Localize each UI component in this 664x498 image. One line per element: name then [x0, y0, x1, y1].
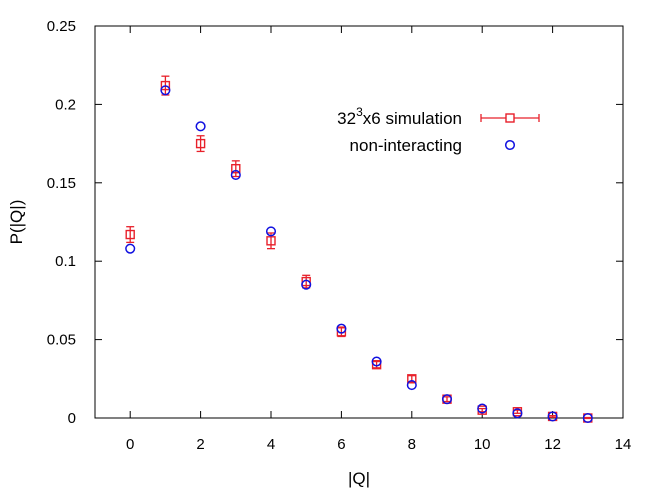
legend-sim-square: [505, 113, 515, 123]
sim-point: [195, 135, 206, 153]
sim-point: [125, 226, 135, 244]
legend-sample-non-interacting: [504, 139, 516, 151]
legend-sim-base: 32: [337, 109, 356, 128]
non-interacting-marker-circle: [160, 85, 171, 96]
non-interacting-marker-circle: [371, 356, 382, 367]
y-tick-label: 0: [68, 410, 76, 427]
legend-label-non-interacting: non-interacting: [350, 136, 462, 155]
sim-marker-square: [195, 138, 206, 149]
sim-marker-square: [160, 80, 171, 91]
x-axis-label: |Q|: [348, 469, 370, 488]
x-tick-label: 4: [267, 436, 275, 453]
non-interacting-marker-circle: [125, 243, 136, 254]
legend-label-simulation: 323x6 simulation: [337, 105, 462, 128]
sim-marker-square: [301, 276, 311, 287]
non-interacting-marker-circle: [441, 394, 453, 405]
non-interacting-marker-circle: [195, 121, 206, 132]
plot-frame: [94, 25, 624, 419]
y-tick-label: 0.2: [55, 96, 76, 113]
non-interacting-marker-circle: [301, 279, 312, 290]
x-tick-label: 12: [544, 436, 561, 453]
non-interacting-marker-circle: [336, 323, 347, 334]
legend-sample-simulation: [480, 113, 540, 123]
x-tick-label: 6: [337, 436, 345, 453]
x-tick-label: 10: [474, 436, 491, 453]
x-tick-label: 0: [126, 436, 134, 453]
sim-point: [371, 359, 382, 370]
non-interacting-marker-circle: [265, 226, 277, 237]
non-interacting-marker-circle: [477, 403, 488, 414]
non-interacting-marker-circle: [582, 412, 593, 424]
non-interacting-marker-circle: [512, 408, 523, 419]
x-tick-label: 14: [615, 436, 632, 453]
x-tick-label: 8: [408, 436, 416, 453]
non-interacting-marker-circle: [406, 380, 417, 391]
y-tick-label: 0.25: [47, 18, 76, 35]
legend-sim-rest: x6 simulation: [363, 109, 462, 128]
sim-point: [231, 160, 241, 178]
y-tick-label: 0.15: [47, 175, 76, 192]
sim-marker-square: [231, 163, 241, 174]
sim-marker-square: [125, 229, 135, 240]
sim-marker-square: [371, 359, 382, 370]
x-tick-label: 2: [196, 436, 204, 453]
legend-sim-sup: 3: [356, 105, 363, 119]
y-tick-label: 0.1: [55, 253, 76, 270]
sim-marker-square: [407, 374, 417, 384]
y-axis-label: P(|Q|): [7, 200, 26, 245]
non-interacting-marker-circle: [547, 411, 558, 422]
sim-marker-square: [266, 236, 276, 246]
sim-point: [336, 326, 347, 338]
non-interacting-marker-circle: [230, 169, 241, 181]
sim-marker-square: [336, 327, 347, 337]
y-tick-label: 0.05: [47, 332, 76, 349]
